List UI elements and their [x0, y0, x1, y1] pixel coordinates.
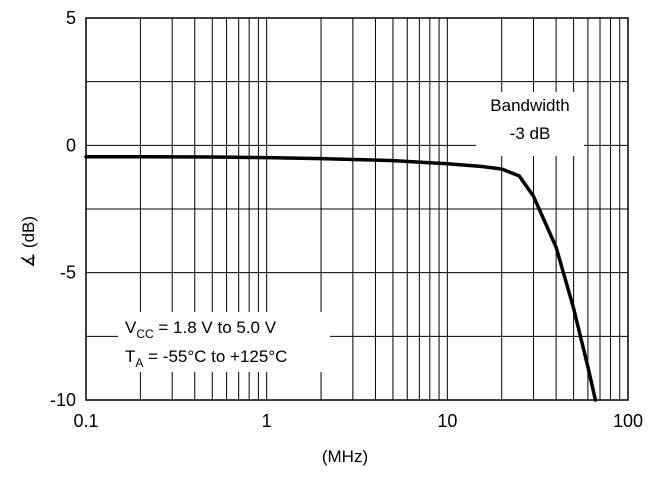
vcc-subscript: CC	[136, 327, 154, 341]
x-axis-label: (MHz)	[322, 447, 368, 466]
vcc-prefix: V	[125, 318, 137, 337]
vcc-rest: = 1.8 V to 5.0 V	[154, 318, 277, 337]
vcc-annotation: VCC = 1.8 V to 5.0 V	[125, 318, 277, 341]
y-axis-label: ∡ (dB)	[19, 216, 38, 268]
ta-prefix: T	[125, 347, 135, 366]
bandwidth-annotation-line1: Bandwidth	[490, 96, 569, 115]
x-tick-label: 0.1	[73, 411, 98, 431]
series-line	[84, 155, 598, 402]
tick-labels: 0.1 1 10 100 5 0 -5 -10	[50, 8, 643, 431]
plot-frame	[85, 17, 629, 401]
bandwidth-annotation-line2: -3 dB	[510, 124, 551, 143]
y-tick-label: 0	[66, 135, 76, 155]
bandwidth-annotation-bg	[476, 92, 584, 156]
y-tick-label: -5	[60, 263, 76, 283]
ta-subscript: A	[135, 356, 143, 370]
x-tick-label: 10	[437, 411, 457, 431]
ta-rest: = -55°C to +125°C	[143, 347, 287, 366]
y-tick-label: 5	[66, 8, 76, 28]
x-tick-label: 100	[613, 411, 643, 431]
y-tick-label: -10	[50, 390, 76, 410]
ta-annotation: TA = -55°C to +125°C	[125, 347, 287, 370]
x-tick-label: 1	[262, 411, 272, 431]
conditions-annotation-bg	[118, 312, 330, 372]
